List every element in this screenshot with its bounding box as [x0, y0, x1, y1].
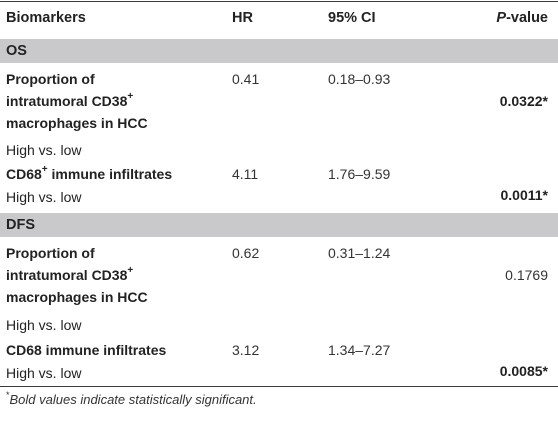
header-hr: HR: [232, 10, 253, 26]
dfs-row2-sub: High vs. low: [6, 365, 82, 381]
os-row2-name-text: CD68: [6, 166, 42, 182]
os-row1-hr: 0.41: [232, 71, 260, 87]
dfs-row1-name-line1: Proportion of: [6, 245, 95, 261]
footnote-marker: *: [6, 389, 10, 400]
os-row2-sub: High vs. low: [6, 189, 82, 205]
os-row2-name-rest: immune infiltrates: [47, 166, 173, 182]
os-row2-name: CD68+ immune infiltrates: [6, 163, 172, 185]
os-row1-sub: High vs. low: [6, 142, 82, 158]
os-row1-name-line1: Proportion of: [6, 71, 95, 87]
os-row2-superscript: +: [41, 164, 48, 176]
dfs-row2-p: 0.0085*: [499, 363, 548, 379]
dfs-row1-name-line3: macrophages in HCC: [6, 289, 148, 305]
dfs-row1-superscript: +: [127, 265, 134, 277]
os-row1-p: 0.0322*: [499, 93, 548, 109]
os-row1-ci: 0.18–0.93: [328, 71, 391, 87]
os-row1-superscript: +: [127, 91, 134, 103]
header-p-value: P-value: [496, 7, 548, 29]
header-ci: 95% CI: [328, 10, 376, 26]
dfs-row1-ci: 0.31–1.24: [328, 245, 391, 261]
section-label-os: OS: [6, 43, 27, 59]
dfs-row2-ci: 1.34–7.27: [328, 342, 391, 358]
dfs-row1-name-line2-text: intratumoral CD38: [6, 267, 128, 283]
dfs-row1-hr: 0.62: [232, 245, 260, 261]
header-biomarkers: Biomarkers: [6, 10, 86, 26]
dfs-row1-p: 0.1769: [505, 267, 548, 283]
dfs-row1-sub: High vs. low: [6, 317, 82, 333]
dfs-row2-hr: 3.12: [232, 342, 260, 358]
header-p-rest: -value: [506, 10, 548, 26]
dfs-row1-name-line2: intratumoral CD38+: [6, 264, 133, 286]
section-band-dfs: [0, 213, 558, 237]
dfs-row2-name: CD68 immune infiltrates: [6, 342, 167, 358]
os-row1-name-line2: intratumoral CD38+: [6, 90, 133, 112]
section-label-dfs: DFS: [6, 217, 35, 233]
os-row2-ci: 1.76–9.59: [328, 166, 391, 182]
bottom-rule: [0, 386, 558, 387]
section-band-os: [0, 39, 558, 63]
header-p-italic: P: [496, 10, 507, 26]
os-row2-hr: 4.11: [232, 166, 259, 182]
top-rule: [0, 1, 558, 2]
table-footnote: *Bold values indicate statistically sign…: [6, 389, 257, 407]
os-row1-name-line2-text: intratumoral CD38: [6, 93, 128, 109]
footnote-text: Bold values indicate statistically signi…: [9, 392, 257, 407]
os-row1-name-line3: macrophages in HCC: [6, 115, 148, 131]
os-row2-p: 0.0011*: [500, 187, 549, 203]
